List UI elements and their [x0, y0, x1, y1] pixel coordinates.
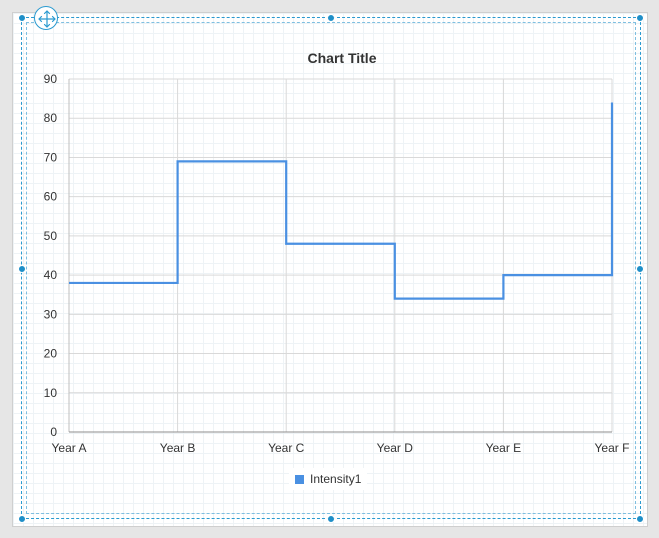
y-tick-label: 90: [44, 72, 58, 86]
y-tick-label: 70: [44, 150, 58, 164]
data-point[interactable]: [610, 100, 615, 105]
data-point[interactable]: [392, 296, 397, 301]
chart-series[interactable]: [67, 100, 615, 301]
y-tick-label: 60: [44, 190, 58, 204]
data-point[interactable]: [67, 280, 72, 285]
resize-handle-top-right[interactable]: [636, 14, 644, 22]
resize-handle-bottom-left[interactable]: [18, 515, 26, 523]
x-tick-label: Year F: [595, 441, 630, 455]
y-tick-label: 80: [44, 111, 58, 125]
y-axis-ticks: 0 10 20 30 40 50 60 70 80 90: [44, 72, 58, 439]
move-arrows-icon[interactable]: [34, 6, 58, 30]
y-tick-label: 30: [44, 307, 58, 321]
x-tick-label: Year B: [160, 441, 196, 455]
design-surface[interactable]: [12, 12, 648, 527]
resize-handle-right[interactable]: [636, 265, 644, 273]
series-line[interactable]: [69, 102, 614, 300]
y-tick-label: 50: [44, 229, 58, 243]
data-point[interactable]: [175, 159, 180, 164]
y-tick-label: 40: [44, 268, 58, 282]
x-tick-label: Year D: [377, 441, 414, 455]
chart-title: Chart Title: [308, 50, 377, 66]
x-tick-label: Year C: [268, 441, 305, 455]
resize-handle-bottom-right[interactable]: [636, 515, 644, 523]
y-tick-label: 10: [44, 386, 58, 400]
chart-gridlines: [69, 78, 613, 432]
resize-handle-bottom[interactable]: [327, 515, 335, 523]
resize-handle-left[interactable]: [18, 265, 26, 273]
y-tick-label: 0: [50, 425, 57, 439]
data-point[interactable]: [501, 273, 506, 278]
chart-axes: [68, 79, 612, 433]
data-point[interactable]: [284, 241, 289, 246]
x-axis-ticks: Year A Year B Year C Year D Year E Year F: [52, 441, 630, 455]
resize-handle-top-left[interactable]: [18, 14, 26, 22]
y-tick-label: 20: [44, 347, 58, 361]
resize-handle-top[interactable]: [327, 14, 335, 22]
x-tick-label: Year A: [52, 441, 87, 455]
legend-label: Intensity1: [310, 472, 362, 486]
chart-legend: Intensity1: [289, 468, 368, 490]
legend-swatch: [295, 474, 304, 484]
x-tick-label: Year E: [486, 441, 522, 455]
